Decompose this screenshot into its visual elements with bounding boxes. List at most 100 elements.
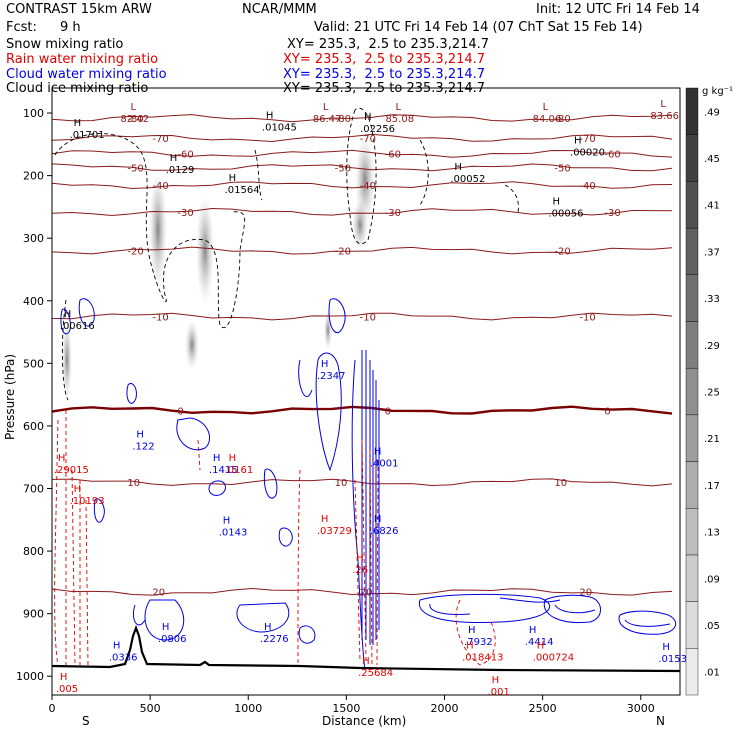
colorbar-swatch — [685, 367, 699, 416]
colorbar-swatch — [685, 461, 699, 509]
legend-cloud: Cloud water mixing ratio — [6, 67, 167, 82]
cloud-water-max-value: .0336 — [109, 653, 138, 664]
colorbar-unit: g kg⁻¹ — [702, 86, 733, 97]
snow-max-marker: H — [170, 153, 178, 164]
ice-max-value: 85.08 — [385, 114, 414, 125]
colorbar: .01 .05 .09 .13 .17 .21 .25 .29 .33 .37 .41 .45 .49 — [685, 87, 720, 696]
cloud-water-max-value: .1415 — [209, 465, 238, 476]
temp-contour-line — [52, 207, 673, 217]
cloud-water-max-value: .122 — [132, 442, 154, 453]
colorbar-swatch — [685, 508, 699, 556]
x-tick-label: 500 — [140, 702, 161, 715]
rain-max-value: .10193 — [70, 496, 105, 507]
x-tick-label: 1000 — [234, 702, 262, 715]
legend-cloud-xsec: XY= 235.3, 2.5 to 235.3,214.7 — [283, 67, 486, 82]
snow-max-value: .01701 — [70, 130, 105, 141]
temp-contour-label: -70 — [579, 134, 595, 145]
temp-contour-label: -40 — [152, 181, 168, 192]
temp-contour-label: -30 — [177, 208, 193, 219]
rain-max-marker: H — [492, 675, 500, 686]
temp-contour-label: -60 — [177, 150, 193, 161]
x-tick-label: 0 — [49, 702, 56, 715]
temp-contour-line — [52, 163, 673, 172]
colorbar-swatch — [685, 87, 699, 135]
x-tick-label: 2500 — [529, 702, 557, 715]
colorbar-swatch — [685, 227, 699, 275]
temp-contour-label: -10 — [152, 312, 168, 323]
colorbar-label: .29 — [704, 341, 720, 352]
temp-contour-line — [52, 114, 673, 123]
cloud-water-max-marker: H — [374, 514, 382, 525]
colorbar-swatch — [685, 321, 699, 369]
temp-contour-line — [52, 312, 673, 321]
temp-contour-label: -40 — [579, 181, 595, 192]
rain-max-value: .29015 — [54, 465, 89, 476]
cloud-water-max-value: .2347 — [317, 371, 346, 382]
ice-max-marker: L — [660, 99, 666, 110]
contour-labels: H.01701H.0129H.01564H.01045H.02256H.0005… — [54, 99, 687, 698]
ice-max-value: 86.47 — [313, 114, 342, 125]
snow-max-marker: H — [364, 112, 372, 123]
snow-max-value: .0129 — [166, 165, 195, 176]
rain-max-marker: H — [60, 672, 68, 683]
temp-contour-label: -30 — [385, 208, 401, 219]
cloud-water-max-marker: H — [468, 625, 476, 636]
colorbar-label: .17 — [704, 481, 720, 492]
cloud-water-max-marker: H — [162, 622, 170, 633]
colorbar-label: .09 — [704, 574, 720, 585]
rain-max-marker: H — [321, 514, 329, 525]
temp-contour-label: 10 — [335, 478, 348, 489]
snow-max-marker: H — [229, 173, 237, 184]
temp-contour-label: -50 — [127, 163, 143, 174]
snow-max-marker: H — [74, 118, 82, 129]
cloud-water-max-marker: H — [662, 642, 670, 653]
rain-max-value: .000724 — [533, 653, 574, 664]
x-tick-label: 1500 — [332, 702, 360, 715]
cloud-water-max-value: .4001 — [370, 459, 399, 470]
cloud-water-max-marker: H — [321, 359, 329, 370]
rain-max-value: .0161 — [225, 465, 254, 476]
rain-max-value: .018413 — [462, 653, 503, 664]
y-tick-label: 700 — [23, 482, 44, 495]
x-tick-label: 3000 — [627, 702, 655, 715]
cloud-water-max-marker: H — [136, 430, 144, 441]
x-end-left: S — [82, 714, 90, 728]
fcst-value: 9 h — [60, 20, 81, 35]
x-axis-label: Distance (km) — [322, 714, 406, 728]
colorbar-swatch — [685, 274, 699, 322]
snow-max-value: .00020 — [570, 148, 605, 159]
rain-max-marker: H — [537, 641, 545, 652]
snow-max-marker: H — [266, 111, 274, 122]
ice-max-marker: L — [131, 102, 137, 113]
y-tick-label: 500 — [23, 357, 44, 370]
rain-max-value: .25684 — [358, 668, 393, 679]
cloud-water-max-marker: H — [223, 515, 231, 526]
cloud-water-max-marker: H — [374, 447, 382, 458]
rain-max-marker: H — [362, 656, 370, 667]
temp-contour-line — [52, 587, 673, 596]
cloud-water-max-value: .0806 — [158, 634, 187, 645]
legend-rain: Rain water mixing ratio — [6, 52, 159, 67]
snow-max-value: .00056 — [548, 208, 583, 219]
snow-max-marker: H — [574, 136, 582, 147]
y-tick-label: 400 — [23, 295, 44, 308]
legend-snow: Snow mixing ratio — [6, 37, 124, 52]
temp-contour-label: -50 — [335, 163, 351, 174]
ice-max-marker: L — [395, 102, 401, 113]
temp-contour-label: 10 — [127, 478, 140, 489]
colorbar-label: .05 — [704, 621, 720, 632]
temp-contour-line — [52, 181, 673, 190]
temp-contour-line — [52, 149, 673, 158]
snow-contours — [54, 107, 519, 401]
y-tick-label: 300 — [23, 232, 44, 245]
temp-contour-label: 20 — [152, 588, 165, 599]
temp-contour-label: 0 — [177, 406, 183, 417]
cloud-water-max-value: .0143 — [219, 527, 248, 538]
colorbar-swatch — [685, 601, 699, 649]
cloud-water-max-value: .7932 — [464, 637, 493, 648]
cloud-water-max-marker: H — [529, 625, 537, 636]
y-tick-label: 800 — [23, 545, 44, 558]
snow-max-marker: H — [454, 162, 462, 173]
cloud-water-max-value: .0153 — [658, 654, 687, 665]
